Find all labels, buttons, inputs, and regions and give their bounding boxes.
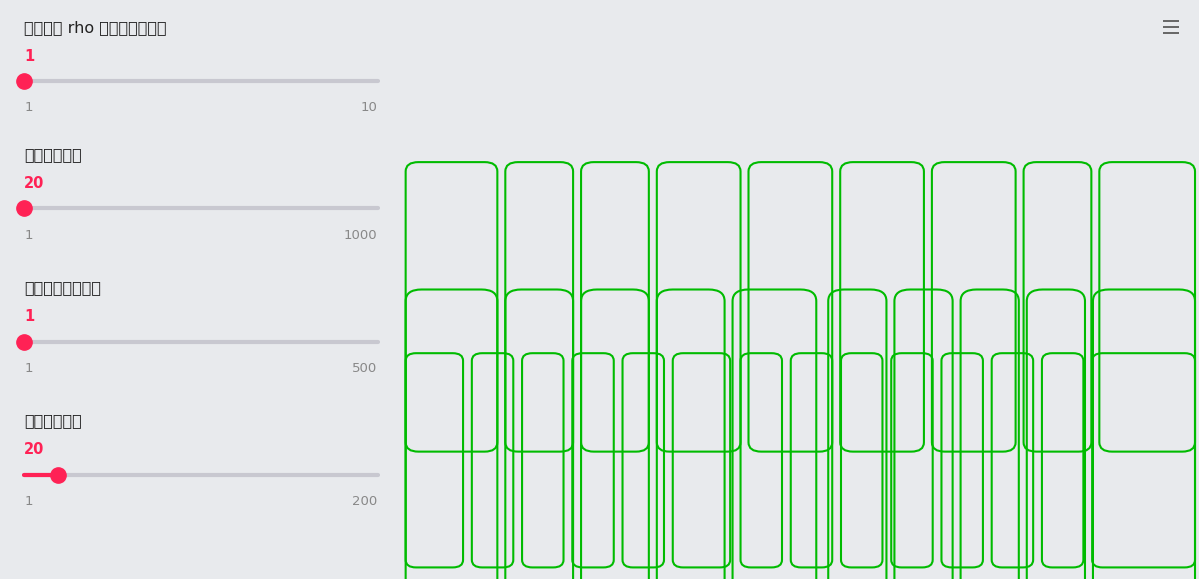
Text: 1: 1	[24, 229, 32, 241]
Text: 20: 20	[24, 176, 44, 191]
Text: 1: 1	[24, 362, 32, 375]
Text: 霍夫变换 rho 値（搜索步长）: 霍夫变换 rho 値（搜索步长）	[24, 20, 167, 35]
Text: 500: 500	[353, 362, 378, 375]
Text: 10: 10	[361, 101, 378, 114]
Text: 20: 20	[24, 442, 44, 457]
Text: 1000: 1000	[344, 229, 378, 241]
Text: 霍夫变换阈値: 霍夫变换阈値	[24, 147, 82, 162]
Text: 霍夫最长间隙: 霍夫最长间隙	[24, 413, 82, 428]
Text: 霍夫最短线段长度: 霍夫最短线段长度	[24, 280, 101, 295]
Text: 1: 1	[24, 495, 32, 508]
Text: 200: 200	[353, 495, 378, 508]
Text: 1: 1	[24, 309, 35, 324]
Text: 1: 1	[24, 101, 32, 114]
Text: 1: 1	[24, 49, 35, 64]
